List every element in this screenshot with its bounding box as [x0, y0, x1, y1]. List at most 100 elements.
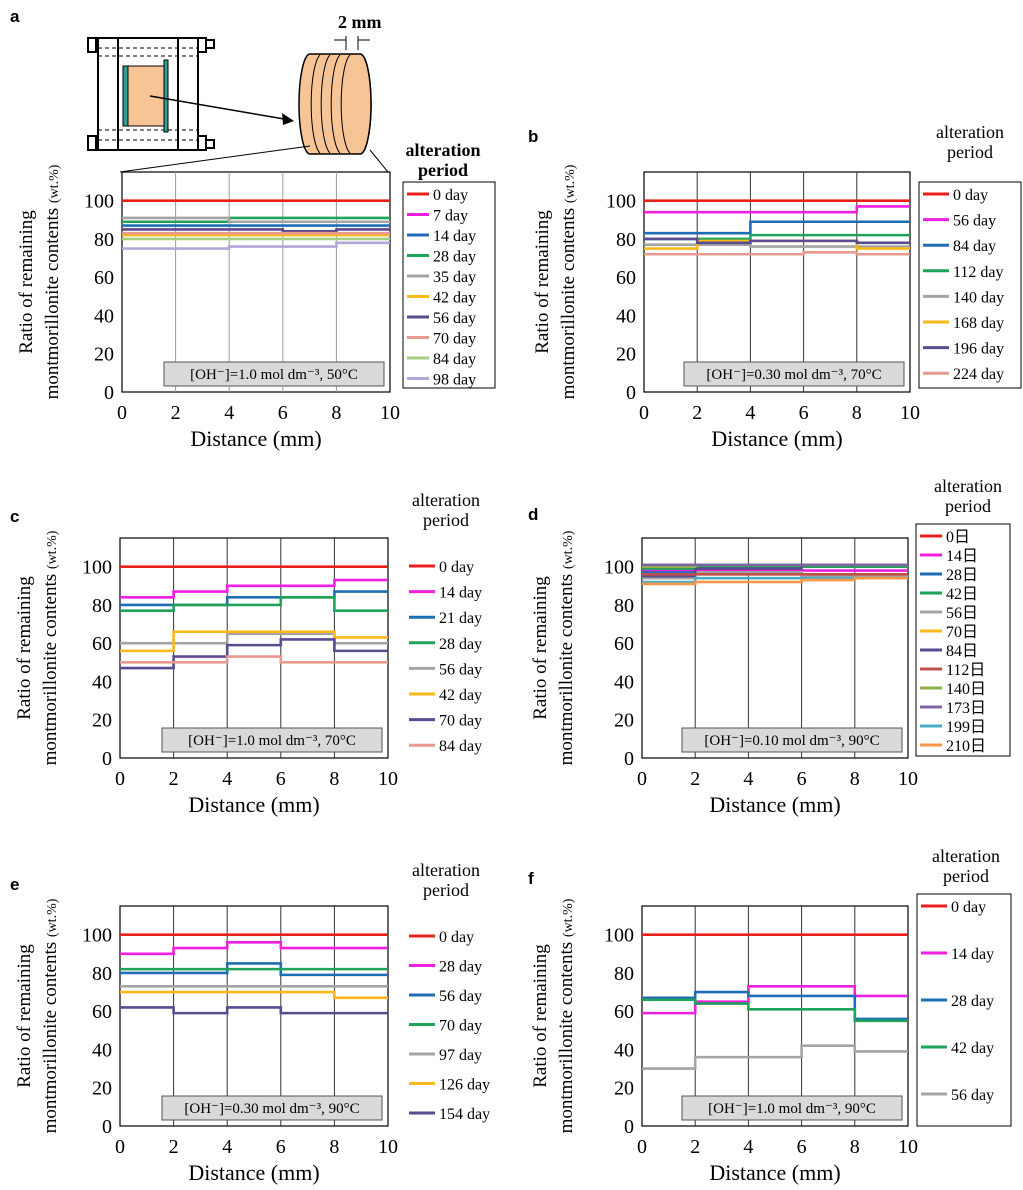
- chart-panel-a: a 0 20 40 60 80 100 0 2 4 6 8 10 Distance (mm) Ratio o…: [10, 7, 496, 451]
- legend-title: period: [418, 160, 468, 180]
- x-tick-label: 4: [743, 1136, 753, 1158]
- series-14-day: [120, 578, 388, 599]
- series-group: [120, 565, 388, 670]
- legend-item: 35 day: [407, 269, 476, 286]
- y-tick-label: 100: [606, 191, 636, 213]
- legend-item: 0 day: [923, 187, 988, 204]
- condition-box-bg: [161, 727, 383, 753]
- legend-label: 14 day: [433, 228, 476, 245]
- x-tick-label: 2: [690, 1136, 700, 1158]
- y-axis-unit: (wt.%): [45, 530, 60, 569]
- legend-label: 84 day: [953, 238, 996, 255]
- cell-bolt: [197, 135, 207, 151]
- condition-box-bg: [161, 1095, 383, 1121]
- condition-label: [OH⁻]=1.0 mol dm⁻³, 90°C: [708, 1101, 876, 1117]
- legend-item: 42 day: [921, 1040, 994, 1057]
- y-axis-label: Ratio of remaining: [14, 944, 35, 1088]
- y-axis-label: montmorillonite contents (wt.%): [556, 898, 577, 1133]
- x-tick-label: 6: [797, 768, 807, 790]
- legend-label: 56 day: [439, 661, 482, 678]
- legend-title: alteration: [932, 846, 1000, 866]
- x-axis-label: Distance (mm): [188, 1160, 319, 1185]
- series-line: [120, 655, 388, 664]
- legend-item: 84日: [920, 643, 978, 660]
- legend-label: 0 day: [433, 187, 468, 204]
- condition-box-bg: [681, 1095, 903, 1121]
- y-tick-label: 20: [94, 344, 114, 366]
- condition-label: [OH⁻]=0.30 mol dm⁻³, 70°C: [706, 367, 881, 383]
- x-axis-label: Distance (mm): [709, 1160, 840, 1185]
- legend-label: 28 day: [439, 636, 482, 653]
- legend-label: 168 day: [953, 315, 1004, 332]
- y-axis-label: Ratio of remaining: [530, 944, 551, 1088]
- legend-label: 199日: [946, 719, 986, 736]
- x-tick-label: 2: [690, 768, 700, 790]
- series-line: [644, 251, 910, 256]
- y-tick-label: 80: [614, 963, 634, 985]
- gridlines: [175, 172, 337, 392]
- legend-label: 84日: [946, 643, 978, 660]
- y-axis-unit: (wt.%): [561, 898, 576, 937]
- x-tick-label: 8: [329, 1136, 339, 1158]
- legend-item: 126 day: [409, 1077, 490, 1094]
- series-line: [120, 596, 388, 612]
- legend-item: 0日: [920, 529, 970, 546]
- x-tick-label: 6: [278, 402, 288, 424]
- y-tick-label: 60: [614, 1001, 634, 1023]
- y-tick-label: 80: [616, 229, 636, 251]
- legend-item: 42 day: [409, 687, 482, 704]
- series-224-day: [644, 251, 910, 256]
- y-tick-label: 20: [616, 344, 636, 366]
- legend-label: 84 day: [439, 738, 482, 755]
- condition-box: [OH⁻]=0.10 mol dm⁻³, 90°C: [681, 727, 903, 753]
- y-tick-label: 100: [82, 557, 112, 579]
- plot-area: [119, 537, 389, 759]
- disc-slice: [340, 54, 351, 154]
- legend-title: alteration: [934, 476, 1002, 496]
- y-tick-label: 0: [626, 382, 636, 404]
- legend-item: 112 day: [923, 264, 1004, 281]
- legend-label: 84 day: [433, 351, 476, 368]
- plot-area: [643, 171, 911, 393]
- legend-item: 56 day: [409, 988, 482, 1005]
- series-56-day: [122, 228, 390, 233]
- legend-item: 84 day: [923, 238, 996, 255]
- legend-label: 112 day: [953, 264, 1004, 281]
- series-84-day: [644, 220, 910, 235]
- x-tick-label: 10: [380, 402, 400, 424]
- series-line: [120, 962, 388, 977]
- legend-title: alteration: [406, 140, 481, 160]
- dimension-label: 2 mm: [338, 12, 382, 32]
- x-tick-label: 0: [115, 768, 125, 790]
- legend-item: 199日: [920, 719, 986, 736]
- x-axis-label: Distance (mm): [711, 426, 842, 451]
- series-56-day: [120, 962, 388, 977]
- series-42-day: [642, 998, 908, 1023]
- series-line: [644, 237, 910, 245]
- legend-label: 14 day: [439, 585, 482, 602]
- y-tick-label: 40: [92, 671, 112, 693]
- series-line: [122, 228, 390, 233]
- legend-item: 42日: [920, 586, 978, 603]
- legend-label: 210日: [946, 738, 986, 755]
- callout-line: [119, 145, 311, 173]
- callout-line: [369, 149, 389, 173]
- x-tick-label: 4: [743, 768, 753, 790]
- legend-title: period: [945, 496, 991, 516]
- legend-label: 56 day: [433, 310, 476, 327]
- legend-box: [915, 523, 1011, 757]
- y-axis-label: montmorillonite contents (wt.%): [42, 164, 63, 399]
- cell-bolt: [87, 135, 97, 151]
- condition-box: [OH⁻]=0.30 mol dm⁻³, 70°C: [683, 361, 905, 387]
- series-56-day: [642, 1044, 908, 1070]
- y-axis-unit: (wt.%): [45, 898, 60, 937]
- legend-label: 70 day: [433, 331, 476, 348]
- y-tick-label: 0: [102, 748, 112, 770]
- plot-area: [641, 905, 909, 1127]
- x-tick-label: 0: [115, 1136, 125, 1158]
- sample-filter: [122, 65, 129, 127]
- legend-item: 84 day: [407, 351, 476, 368]
